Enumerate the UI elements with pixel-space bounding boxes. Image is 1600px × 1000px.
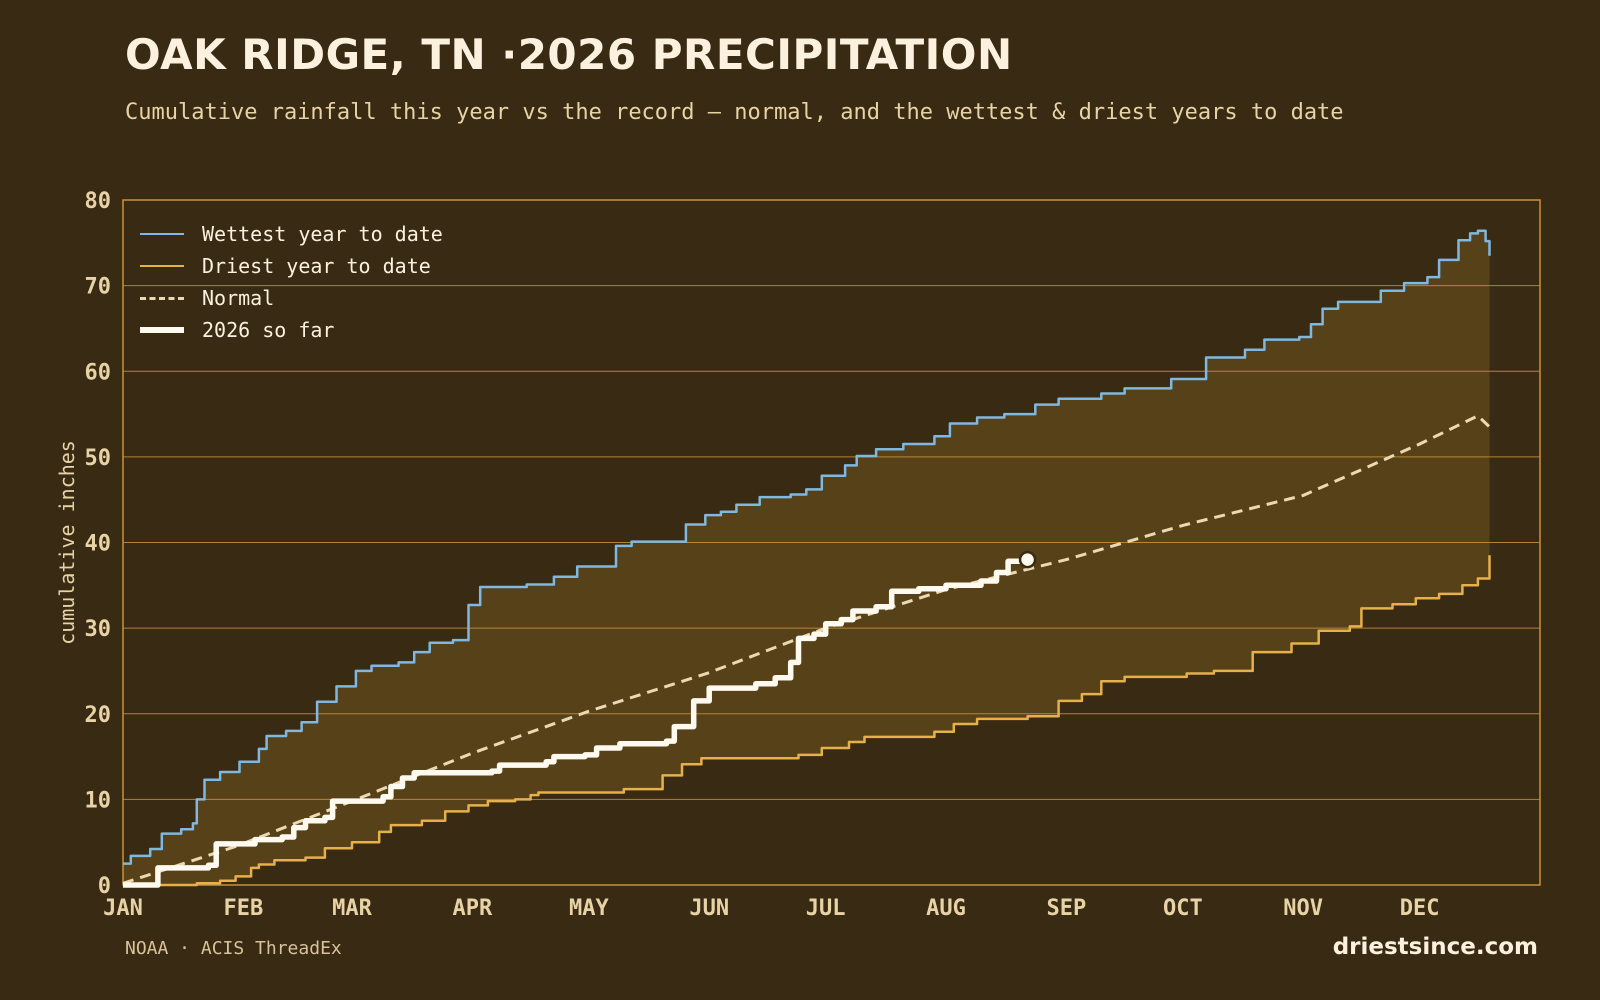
y-axis-label: cumulative inches — [55, 440, 79, 645]
x-tick-label: APR — [453, 896, 493, 921]
y-tick-label: 80 — [85, 189, 112, 214]
legend-item-driest: Driest year to date — [140, 250, 443, 282]
gridlines-layer — [122, 199, 1541, 886]
chart-subtitle: Cumulative rainfall this year vs the rec… — [125, 100, 1344, 125]
current-value-marker — [1018, 550, 1037, 569]
chart-legend: Wettest year to date Driest year to date… — [140, 218, 443, 346]
axes-layer: 0 10 20 30 40 50 60 70 80 JAN FEB MAR APR MAY JUN JUL AU… — [55, 189, 1440, 921]
legend-swatch-current — [140, 327, 184, 333]
legend-label-current: 2026 so far — [202, 318, 335, 342]
plot-frame — [122, 199, 1541, 886]
series-line-driest — [123, 555, 1491, 887]
legend-item-wettest: Wettest year to date — [140, 218, 443, 250]
legend-label-wettest: Wettest year to date — [202, 222, 443, 246]
x-tick-label: AUG — [926, 896, 966, 921]
legend-item-current: 2026 so far — [140, 314, 443, 346]
legend-item-normal: Normal — [140, 282, 443, 314]
x-tick-label: FEB — [223, 896, 263, 921]
legend-swatch-wettest — [140, 233, 184, 235]
x-tick-label: MAR — [332, 896, 372, 921]
range-band — [123, 230, 1490, 886]
x-tick-label: MAY — [569, 896, 609, 921]
series-line-2026 — [123, 558, 1031, 888]
y-tick-label: 0 — [98, 874, 111, 899]
x-tick-label: NOV — [1283, 896, 1323, 921]
range-band-layer — [123, 230, 1490, 886]
x-tick-label: JUN — [689, 896, 729, 921]
x-tick-label: DEC — [1400, 896, 1440, 921]
legend-label-driest: Driest year to date — [202, 254, 431, 278]
y-tick-label: 40 — [85, 532, 112, 557]
y-tick-label: 60 — [85, 360, 112, 385]
brand-link[interactable]: driestsince.com — [1332, 934, 1538, 960]
data-source: NOAA · ACIS ThreadEx — [125, 938, 342, 959]
x-tick-label: JUL — [806, 896, 846, 921]
chart-title: OAK RIDGE, TN ·2026 PRECIPITATION — [125, 30, 1013, 79]
x-tick-label: SEP — [1046, 896, 1086, 921]
y-tick-label: 10 — [85, 788, 112, 813]
legend-swatch-normal — [140, 296, 184, 300]
series-layer — [122, 229, 1491, 888]
y-tick-label: 70 — [85, 275, 112, 300]
x-tick-label: OCT — [1163, 896, 1203, 921]
series-line-wettest — [123, 229, 1491, 865]
legend-label-normal: Normal — [202, 286, 275, 310]
x-tick-label: JAN — [103, 896, 143, 921]
legend-swatch-driest — [140, 265, 184, 267]
y-tick-label: 50 — [85, 446, 112, 471]
y-tick-label: 20 — [85, 703, 112, 728]
y-tick-label: 30 — [85, 617, 112, 642]
